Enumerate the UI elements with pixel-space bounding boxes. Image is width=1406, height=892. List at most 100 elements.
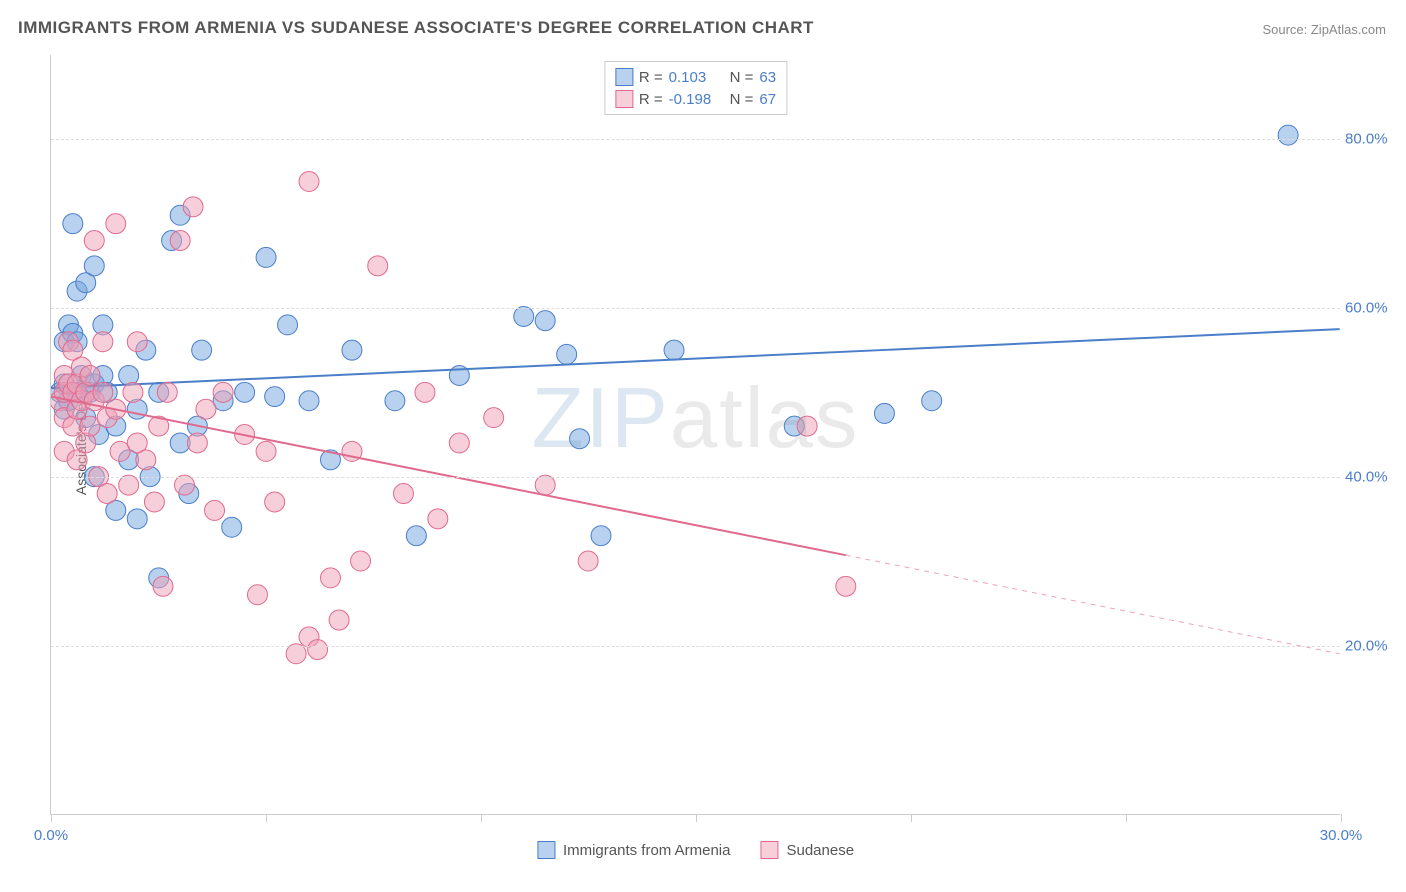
data-point: [192, 340, 212, 360]
data-point: [351, 551, 371, 571]
data-point: [170, 231, 190, 251]
data-point: [415, 382, 435, 402]
data-point: [97, 484, 117, 504]
r-label-0: R =: [639, 69, 663, 86]
legend-label-sudanese: Sudanese: [786, 842, 854, 859]
data-point: [320, 568, 340, 588]
r-value-1: -0.198: [669, 91, 724, 108]
data-point: [797, 416, 817, 436]
data-point: [265, 387, 285, 407]
x-tick: [481, 814, 482, 822]
data-point: [428, 509, 448, 529]
x-tick: [51, 814, 52, 822]
data-point: [93, 332, 113, 352]
data-point: [329, 610, 349, 630]
trend-line: [51, 329, 1339, 388]
data-point: [514, 306, 534, 326]
n-label-1: N =: [730, 91, 754, 108]
r-value-0: 0.103: [669, 69, 724, 86]
data-point: [570, 429, 590, 449]
data-point: [80, 365, 100, 385]
data-point: [578, 551, 598, 571]
data-point: [235, 382, 255, 402]
data-point: [205, 500, 225, 520]
data-point: [183, 197, 203, 217]
data-point: [1278, 125, 1298, 145]
data-point: [84, 256, 104, 276]
data-point: [449, 433, 469, 453]
plot-area: ZIPatlas Associate's Degree R = 0.103 N …: [50, 55, 1340, 815]
data-point: [256, 441, 276, 461]
x-tick: [1341, 814, 1342, 822]
x-tick-label: 0.0%: [34, 827, 68, 844]
data-point: [308, 640, 328, 660]
swatch-armenia: [615, 68, 633, 86]
data-point: [123, 382, 143, 402]
legend-label-armenia: Immigrants from Armenia: [563, 842, 731, 859]
legend-item-sudanese: Sudanese: [760, 841, 854, 859]
chart-title: IMMIGRANTS FROM ARMENIA VS SUDANESE ASSO…: [18, 18, 814, 38]
data-point: [484, 408, 504, 428]
data-point: [393, 484, 413, 504]
data-point: [153, 576, 173, 596]
data-point: [922, 391, 942, 411]
data-point: [299, 391, 319, 411]
n-label-0: N =: [730, 69, 754, 86]
data-point: [247, 585, 267, 605]
legend-swatch-armenia: [537, 841, 555, 859]
data-point: [196, 399, 216, 419]
legend-row-sudanese: R = -0.198 N = 67: [615, 88, 776, 110]
data-point: [557, 344, 577, 364]
data-point: [591, 526, 611, 546]
gridline-h: [51, 308, 1340, 309]
data-point: [157, 382, 177, 402]
data-point: [222, 517, 242, 537]
data-point: [136, 450, 156, 470]
source-value: ZipAtlas.com: [1311, 22, 1386, 37]
data-point: [93, 382, 113, 402]
scatter-svg: [51, 55, 1340, 814]
n-value-0: 63: [759, 69, 776, 86]
r-label-1: R =: [639, 91, 663, 108]
y-tick-label: 20.0%: [1345, 638, 1400, 655]
trend-line: [51, 397, 845, 556]
legend-item-armenia: Immigrants from Armenia: [537, 841, 731, 859]
y-tick-label: 60.0%: [1345, 300, 1400, 317]
data-point: [265, 492, 285, 512]
data-point: [256, 247, 276, 267]
data-point: [127, 509, 147, 529]
data-point: [63, 214, 83, 234]
x-tick: [1126, 814, 1127, 822]
x-tick-label: 30.0%: [1320, 827, 1363, 844]
data-point: [664, 340, 684, 360]
data-point: [144, 492, 164, 512]
x-tick: [911, 814, 912, 822]
swatch-sudanese: [615, 90, 633, 108]
n-value-1: 67: [759, 91, 776, 108]
data-point: [84, 231, 104, 251]
x-tick: [696, 814, 697, 822]
y-tick-label: 80.0%: [1345, 131, 1400, 148]
data-point: [836, 576, 856, 596]
legend-row-armenia: R = 0.103 N = 63: [615, 66, 776, 88]
legend-swatch-sudanese: [760, 841, 778, 859]
source-attribution: Source: ZipAtlas.com: [1262, 22, 1386, 37]
data-point: [187, 433, 207, 453]
data-point: [299, 172, 319, 192]
data-point: [385, 391, 405, 411]
data-point: [213, 382, 233, 402]
y-tick-label: 40.0%: [1345, 469, 1400, 486]
data-point: [406, 526, 426, 546]
data-point: [342, 340, 362, 360]
data-point: [106, 214, 126, 234]
x-tick: [266, 814, 267, 822]
data-point: [368, 256, 388, 276]
source-label: Source:: [1262, 22, 1310, 37]
data-point: [535, 311, 555, 331]
data-point: [278, 315, 298, 335]
gridline-h: [51, 477, 1340, 478]
correlation-legend: R = 0.103 N = 63 R = -0.198 N = 67: [604, 61, 787, 115]
series-legend: Immigrants from Armenia Sudanese: [537, 841, 854, 859]
chart-container: IMMIGRANTS FROM ARMENIA VS SUDANESE ASSO…: [0, 0, 1406, 892]
trend-line-extrapolated: [846, 555, 1340, 654]
